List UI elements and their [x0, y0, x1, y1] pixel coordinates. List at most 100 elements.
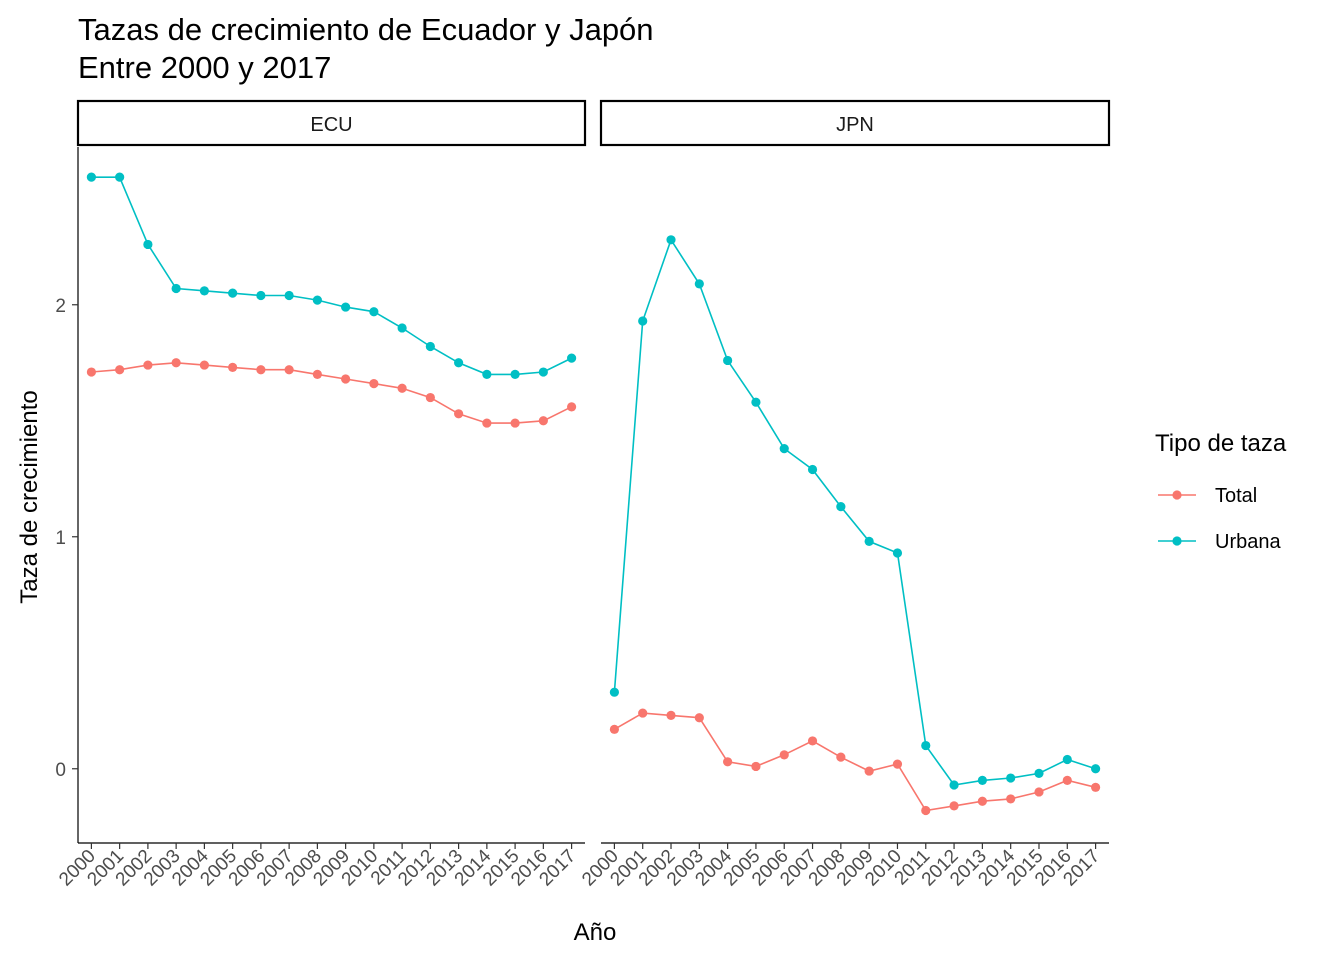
- data-point: [115, 172, 125, 182]
- legend-label: Total: [1215, 485, 1257, 507]
- data-point: [228, 362, 238, 372]
- series-line: [613, 237, 1096, 786]
- y-tick-label: 0: [55, 760, 66, 781]
- data-point: [694, 279, 704, 289]
- data-point: [1091, 782, 1101, 792]
- data-point: [1062, 754, 1072, 765]
- data-point: [510, 369, 520, 379]
- data-point: [143, 360, 153, 370]
- data-point: [638, 708, 648, 718]
- facet-strip-label: JPN: [836, 114, 874, 136]
- chart-title: Tazas de crecimiento de Ecuador y Japón: [78, 12, 654, 47]
- legend: Tipo de taza Total Urbana: [1155, 430, 1287, 553]
- data-point: [284, 365, 294, 375]
- data-point: [482, 418, 492, 428]
- data-point: [836, 502, 846, 512]
- data-point: [143, 239, 153, 250]
- data-point: [836, 752, 846, 762]
- data-point: [171, 358, 181, 368]
- y-axis-title: Taza de crecimiento: [16, 390, 43, 603]
- data-point: [949, 780, 959, 790]
- legend-entry-urbana: Urbana: [1158, 531, 1281, 553]
- legend-label: Urbana: [1215, 531, 1281, 553]
- data-point: [751, 397, 761, 407]
- data-point: [864, 536, 874, 547]
- legend-key-point: [1172, 490, 1182, 500]
- data-point: [807, 736, 818, 746]
- data-point: [1006, 794, 1016, 804]
- facet-strip: [599, 99, 1111, 147]
- data-point: [256, 365, 266, 375]
- panels: ECU0122000200120022003200420052006200720…: [55, 99, 1111, 890]
- data-point: [1034, 768, 1044, 779]
- data-point: [779, 750, 789, 760]
- data-point: [454, 409, 464, 419]
- data-point: [1062, 775, 1072, 785]
- data-point: [694, 713, 704, 723]
- data-point: [1006, 773, 1016, 783]
- data-point: [921, 805, 931, 816]
- series-line: [614, 712, 1096, 812]
- data-point: [199, 286, 209, 296]
- data-point: [666, 235, 676, 245]
- data-point: [567, 402, 577, 412]
- data-point: [199, 360, 209, 370]
- data-point: [171, 283, 181, 294]
- data-point: [779, 444, 789, 454]
- series-line: [91, 176, 572, 376]
- panel-jpn: JPN2000200120022003200420052006200720082…: [578, 99, 1111, 890]
- data-point: [425, 341, 435, 352]
- data-point: [977, 796, 987, 806]
- data-point: [892, 759, 903, 769]
- data-point: [807, 464, 818, 475]
- legend-key-point: [1172, 536, 1182, 546]
- data-point: [609, 724, 620, 734]
- data-point: [86, 172, 96, 182]
- legend-title: Tipo de taza: [1155, 430, 1287, 457]
- data-point: [1034, 787, 1044, 797]
- x-axis-title: Año: [574, 919, 617, 946]
- data-point: [425, 392, 435, 403]
- series-total: [86, 358, 577, 428]
- data-point: [369, 307, 379, 317]
- y-tick-label: 2: [55, 296, 66, 317]
- data-point: [369, 379, 379, 389]
- facet-strip-label: ECU: [310, 114, 352, 136]
- data-point: [228, 288, 238, 298]
- legend-entry-total: Total: [1158, 485, 1257, 507]
- data-point: [723, 757, 733, 767]
- data-point: [482, 369, 492, 379]
- data-point: [666, 710, 676, 721]
- data-point: [751, 761, 761, 772]
- data-point: [538, 367, 548, 377]
- chart-subtitle: Entre 2000 y 2017: [78, 50, 331, 85]
- data-point: [397, 383, 407, 393]
- series-urbana: [86, 172, 577, 379]
- data-point: [86, 367, 96, 377]
- data-point: [892, 548, 903, 558]
- facet-strip: [76, 99, 587, 147]
- data-point: [567, 353, 577, 363]
- series-urbana: [609, 235, 1101, 790]
- series-total: [609, 708, 1101, 816]
- data-point: [454, 358, 464, 368]
- data-point: [312, 369, 322, 379]
- data-point: [921, 740, 931, 751]
- data-point: [341, 374, 351, 384]
- data-point: [609, 687, 620, 697]
- data-point: [397, 323, 407, 333]
- data-point: [115, 365, 125, 375]
- data-point: [949, 801, 959, 811]
- data-point: [312, 295, 322, 305]
- series-line: [91, 361, 572, 424]
- data-point: [977, 775, 987, 785]
- data-point: [723, 355, 733, 366]
- data-point: [341, 302, 351, 312]
- data-point: [864, 766, 874, 776]
- data-point: [510, 418, 520, 428]
- data-point: [638, 316, 648, 326]
- data-point: [284, 290, 294, 301]
- data-point: [538, 416, 548, 426]
- panel-ecu: ECU0122000200120022003200420052006200720…: [55, 99, 587, 890]
